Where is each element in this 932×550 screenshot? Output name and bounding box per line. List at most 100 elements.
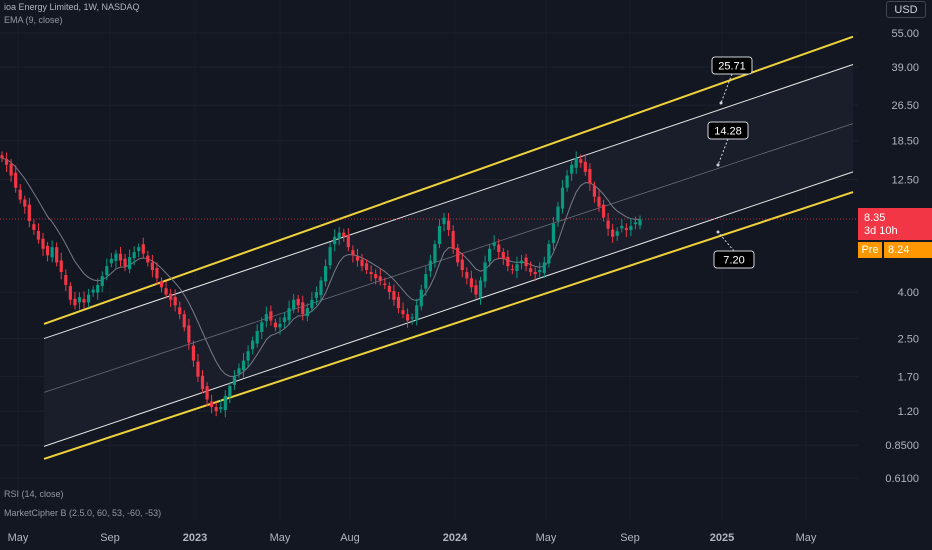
candle-body <box>437 226 442 245</box>
rsi-legend[interactable]: RSI (14, close) <box>4 489 64 499</box>
candle-body <box>601 204 606 218</box>
candle-body <box>465 272 469 279</box>
ema-legend[interactable]: EMA (9, close) <box>4 15 63 25</box>
chart-title: ioa Energy Limited, 1W, NASDAQ <box>4 2 140 12</box>
candle-body <box>50 247 54 258</box>
candle-body <box>23 199 27 207</box>
candle-body <box>118 253 123 261</box>
candle-body <box>82 299 86 303</box>
candle-body <box>27 204 31 222</box>
candle-body <box>36 230 41 240</box>
candle-body <box>574 158 578 168</box>
candle-body <box>182 314 186 328</box>
candle-body <box>474 285 478 295</box>
candle-body <box>132 252 136 259</box>
candle-body <box>351 250 355 256</box>
candle-body <box>173 296 177 306</box>
price-tick-label: 26.50 <box>891 100 919 112</box>
candle-body <box>169 293 173 300</box>
callout-leader <box>717 231 735 252</box>
candle-body <box>205 386 209 400</box>
candle-body <box>419 289 423 307</box>
candle-body <box>123 258 127 267</box>
price-tick-label: 0.6100 <box>885 473 919 485</box>
channel-lines <box>43 35 854 460</box>
candle-body <box>178 307 182 315</box>
candle-body <box>620 226 624 229</box>
candle-body <box>524 257 528 267</box>
candle-body <box>360 259 364 267</box>
callout-label: 7.20 <box>723 255 744 267</box>
candle-body <box>200 375 205 390</box>
price-tick-label: 55.00 <box>891 28 919 40</box>
candle-body <box>287 308 291 321</box>
candle-body <box>246 351 250 361</box>
candle-body <box>556 206 560 221</box>
last-price-value: 8.35 <box>864 212 886 224</box>
candle-body <box>292 299 296 310</box>
candle-body <box>18 189 22 200</box>
candle-body <box>415 305 419 321</box>
candle-body <box>223 395 227 411</box>
candle-body <box>497 244 501 253</box>
channel-inner-upper-line <box>43 64 854 340</box>
candle-body <box>597 196 601 207</box>
candle-body <box>510 269 514 271</box>
candle-body <box>68 285 72 300</box>
candle-body <box>278 323 282 328</box>
candle-body <box>237 368 241 374</box>
candle-body <box>269 311 273 321</box>
candle-body <box>364 263 369 271</box>
channel-inner-lower-line <box>43 171 854 447</box>
candle-body <box>560 187 565 209</box>
candle-body <box>383 283 387 285</box>
candle-body <box>41 238 45 249</box>
candle-body <box>73 298 77 306</box>
price-tick-label: 0.8500 <box>885 440 919 452</box>
candle-body <box>14 172 18 188</box>
callout-leader <box>720 73 733 104</box>
time-tick-label: May <box>536 532 557 544</box>
candle-body <box>86 294 91 303</box>
candle-body <box>551 223 556 244</box>
candle-body <box>196 361 200 377</box>
candle-body <box>228 385 232 397</box>
candle-body <box>146 255 150 263</box>
candle-body <box>433 244 437 263</box>
candle-body <box>96 284 100 293</box>
callout-box <box>711 56 753 75</box>
candle-body <box>501 252 505 259</box>
candle-body <box>346 234 350 248</box>
price-tick-label: 4.00 <box>898 287 919 299</box>
candle-body <box>378 276 382 281</box>
channel-fill <box>44 64 853 447</box>
candle-body <box>547 244 551 264</box>
candle-body <box>588 168 592 184</box>
callout-leader <box>717 138 729 166</box>
candles <box>0 151 642 418</box>
candle-body <box>255 330 259 344</box>
currency-selector[interactable]: USD <box>886 1 926 18</box>
candle-body <box>273 322 278 328</box>
price-tick-label: 1.70 <box>898 372 919 384</box>
price-tick-label: 1.20 <box>898 406 919 418</box>
candle-body <box>9 163 13 176</box>
candle-body <box>519 260 524 264</box>
candle-body <box>565 175 569 188</box>
candle-body <box>77 297 82 303</box>
candle-body <box>629 226 633 230</box>
time-tick-label: May <box>796 532 817 544</box>
candle-body <box>187 325 191 343</box>
callout-anchor <box>716 163 720 167</box>
candle-body <box>109 258 113 264</box>
candle-body <box>251 340 255 350</box>
callout-label: 14.28 <box>714 126 742 138</box>
candle-body <box>337 232 341 239</box>
marketcipher-legend[interactable]: MarketCipher B (2.5.0, 60, 53, -60, -53) <box>4 508 162 518</box>
candle-body <box>241 360 246 371</box>
candle-body <box>401 310 405 315</box>
candle-body <box>611 229 615 237</box>
time-tick-label: Aug <box>340 532 360 544</box>
annotations: 25.71 14.28 7.20 <box>707 56 755 269</box>
